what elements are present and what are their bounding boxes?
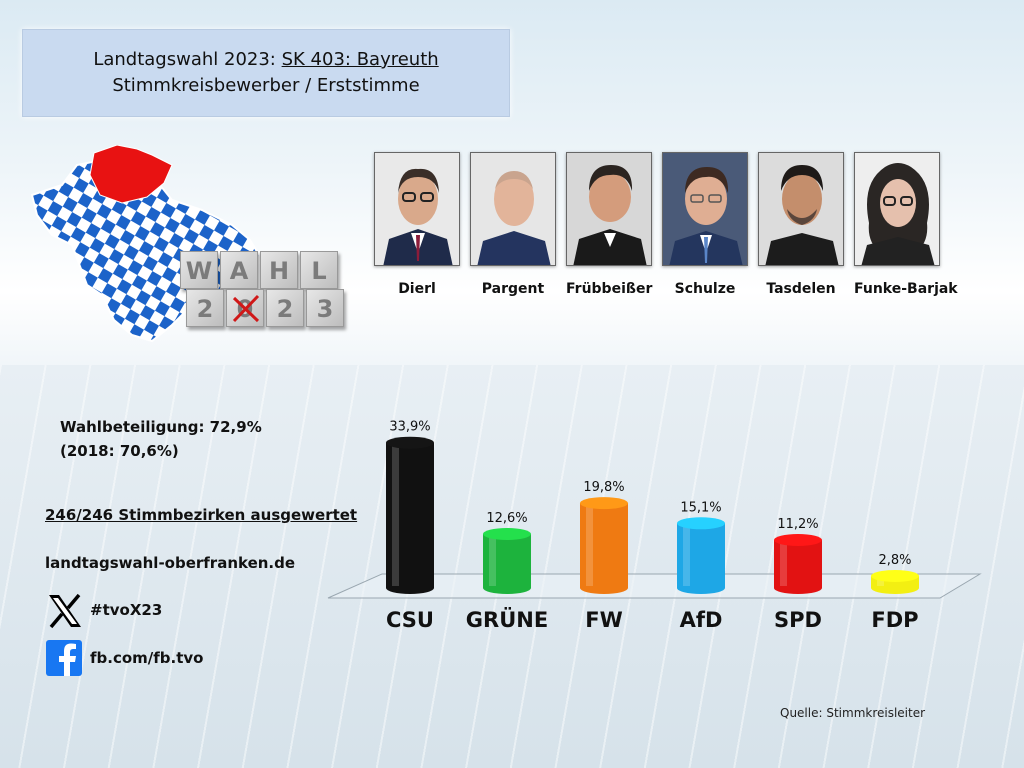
category-label: FW [585, 608, 623, 632]
title-line-1: Landtagswahl 2023: SK 403: Bayreuth [23, 47, 509, 73]
x-handle[interactable]: #tvoX23 [90, 601, 163, 619]
bar-top [774, 534, 822, 546]
value-label: 11,2% [777, 517, 818, 532]
bar-body [580, 503, 628, 594]
bar-afd: 15,1% AfD [677, 500, 725, 632]
wahl-cube-2b: 2 [266, 289, 304, 327]
value-label: 15,1% [680, 500, 721, 515]
bavaria-map-logo: W A H L 2 0 2 3 [22, 144, 344, 355]
candidate-photo [566, 152, 652, 266]
turnout-previous: (2018: 70,6%) [60, 442, 179, 460]
candidate-tasdelen: Tasdelen [758, 152, 844, 297]
candidate-photo [854, 152, 940, 266]
bar-top [871, 570, 919, 582]
facebook-handle[interactable]: fb.com/fb.tvo [90, 649, 204, 667]
candidate-photo [662, 152, 748, 266]
chart-bars: 33,9% CSU 12,6% GRÜNE 19,8% FW 15,1% AfD 11,2% SP… [386, 420, 919, 632]
bar-top [483, 528, 531, 540]
bar-fw: 19,8% FW [580, 480, 628, 632]
candidate-name: Funke-Barjak [854, 281, 958, 297]
candidate-photo [758, 152, 844, 266]
wahl-cube-0: 0 [226, 289, 264, 327]
wahl-cube-l: L [300, 251, 338, 289]
bar-body [774, 540, 822, 594]
title-line-2: Stimmkreisbewerber / Erststimme [112, 75, 420, 96]
bar-highlight [683, 525, 690, 586]
source-note: Quelle: Stimmkreisleiter [780, 706, 926, 720]
districts-counted: 246/246 Stimmbezirken ausgewertet [45, 506, 358, 524]
x-logo-icon[interactable] [46, 592, 84, 630]
candidate-name: Pargent [481, 281, 545, 297]
bar-highlight [392, 444, 399, 586]
value-label: 19,8% [583, 480, 624, 495]
bar-body [677, 523, 725, 594]
bar-body [386, 442, 434, 594]
bar-top [386, 436, 434, 449]
ballot-cross-icon [232, 294, 260, 323]
category-label: GRÜNE [466, 607, 548, 632]
candidate-funke-barjak: Funke-Barjak [854, 152, 958, 297]
candidate-dierl: Dierl [374, 152, 460, 297]
value-label: 33,9% [389, 420, 430, 435]
candidate-photo [374, 152, 460, 266]
bar-top [677, 517, 725, 530]
wahl-cube-h: H [260, 251, 298, 289]
turnout-text: Wahlbeteiligung: 72,9% [60, 418, 262, 436]
bar-spd: 11,2% SPD [774, 517, 822, 632]
wahl-cube-w: W [180, 251, 218, 289]
wahl-cube-2a: 2 [186, 289, 224, 327]
bar-top [580, 497, 628, 510]
value-label: 12,6% [486, 511, 527, 526]
value-label: 2,8% [878, 553, 911, 568]
candidate-photo [470, 152, 556, 266]
bar-highlight [877, 578, 884, 586]
category-label: AfD [680, 608, 723, 632]
bar-highlight [489, 536, 496, 586]
facebook-icon[interactable] [46, 640, 82, 676]
wahl-cube-a: A [220, 251, 258, 289]
title-box: Landtagswahl 2023: SK 403: Bayreuth Stim… [22, 29, 510, 117]
category-label: CSU [386, 608, 434, 632]
candidate-name: Schulze [674, 281, 736, 297]
title-constituency[interactable]: SK 403: Bayreuth [281, 49, 439, 70]
candidate-pargent: Pargent [470, 152, 556, 297]
candidate-name: Dierl [398, 281, 436, 297]
bar-highlight [780, 542, 787, 586]
bar-fdp: 2,8% FDP [871, 553, 919, 632]
wahl-cube-3: 3 [306, 289, 344, 327]
website-link[interactable]: landtagswahl-oberfranken.de [45, 554, 296, 572]
category-label: SPD [774, 608, 822, 632]
bar-body [483, 534, 531, 594]
bar-csu: 33,9% CSU [386, 420, 434, 632]
category-label: FDP [871, 608, 918, 632]
bar-highlight [586, 505, 593, 586]
title-prefix: Landtagswahl 2023: [93, 49, 282, 70]
candidate-fruessbeisser: Frübbeißer [566, 152, 652, 297]
oberfranken-shape [89, 144, 173, 204]
candidate-name: Tasdelen [766, 281, 836, 297]
candidate-schulze: Schulze [662, 152, 748, 297]
bar-grüne: 12,6% GRÜNE [466, 511, 548, 632]
candidate-name: Frübbeißer [566, 281, 653, 297]
results-bar-chart: 33,9% CSU 12,6% GRÜNE 19,8% FW 15,1% AfD 11,2% SP… [327, 420, 982, 632]
